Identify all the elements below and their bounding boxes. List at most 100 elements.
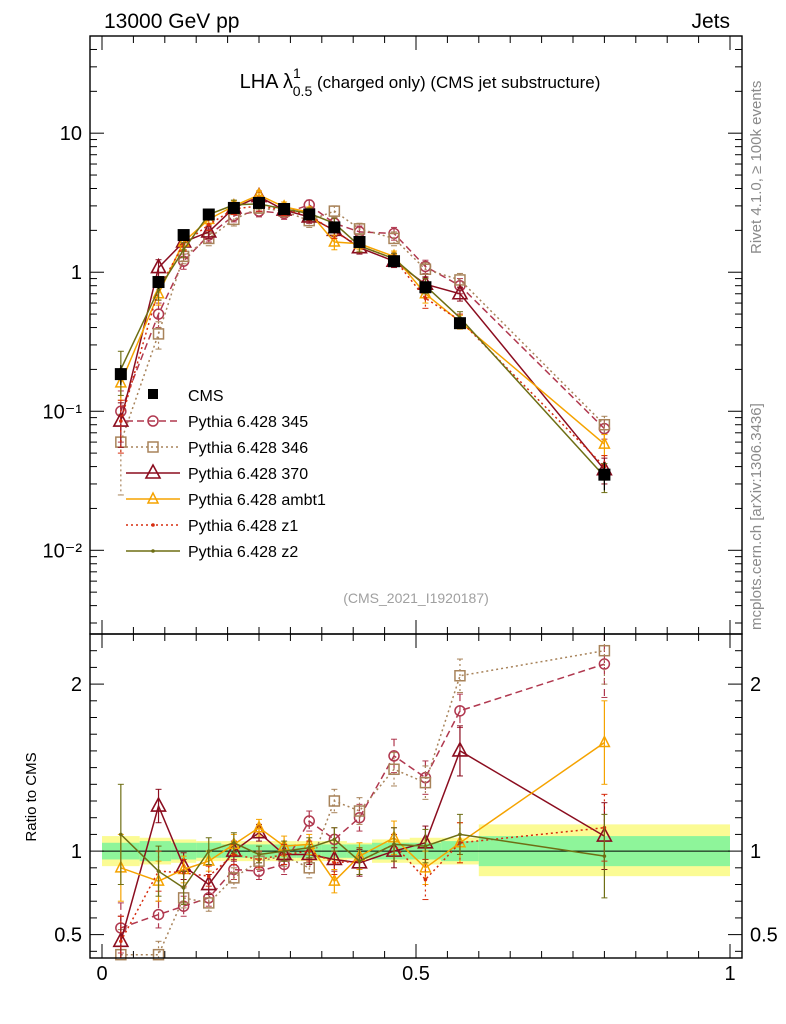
point-cms (419, 281, 432, 294)
legend-marker-p370 (144, 463, 162, 479)
point-p346 (152, 328, 165, 340)
ratio-ytick-label: 1 (71, 841, 82, 863)
point-p346 (353, 805, 366, 817)
series-p346 (115, 633, 611, 961)
legend-marker-z2 (151, 549, 155, 553)
point-cms (328, 221, 341, 234)
point-z1 (423, 877, 428, 882)
point-p370 (300, 844, 318, 861)
series-line-p346 (120, 649, 605, 956)
point-ambt1 (202, 853, 215, 866)
title-subscript: 0.5 (293, 83, 313, 99)
legend-label-345: Pythia 6.428 345 (188, 414, 308, 431)
point-z2 (232, 840, 236, 845)
point-z2 (181, 247, 186, 252)
legend-label-370: Pythia 6.428 370 (188, 466, 308, 483)
ratio-xtick-label: 1 (724, 963, 735, 985)
point-p346 (598, 418, 611, 431)
point-p345 (454, 705, 466, 717)
point-z2 (458, 832, 462, 837)
point-cms (152, 276, 165, 289)
header-right: Jets (691, 10, 730, 33)
mcplots-label: mcplots.cern.ch [arXiv:1306.3436] (748, 403, 765, 630)
ratio-xtick-label: 0 (96, 963, 107, 985)
point-p346 (152, 948, 165, 961)
point-ambt1 (419, 860, 432, 873)
main-ytick-label: 10⁻² (43, 540, 83, 562)
point-z2 (156, 287, 161, 292)
point-z2 (332, 837, 337, 842)
legend-lines (126, 415, 180, 553)
point-p346 (388, 763, 400, 776)
series-line-p345 (120, 204, 605, 430)
point-p346 (388, 232, 400, 245)
point-cms (453, 317, 466, 330)
ratio-xtick-label: 0.5 (402, 963, 430, 985)
point-cms (353, 235, 366, 248)
point-z2 (392, 842, 396, 847)
series-line-z2 (120, 833, 605, 889)
point-p345 (388, 750, 400, 762)
point-cms (114, 368, 127, 381)
point-ambt1 (598, 734, 611, 748)
point-z2 (181, 886, 186, 890)
point-z1 (206, 222, 211, 227)
title-prefix: LHA λ (240, 71, 293, 93)
legend-marker-z1 (151, 523, 155, 527)
point-p370 (150, 796, 167, 812)
ratio-ytick-label-right: 1 (750, 841, 761, 863)
ratio-ytick-label-right: 2 (750, 674, 761, 696)
main-ytick-label: 1 (71, 262, 82, 284)
axes: 10 1 10⁻¹ 10⁻² 0 0.5 1 0.5 0.5 1 1 2 2 (43, 35, 778, 985)
series-line-p346 (120, 207, 605, 443)
ratio-ytick-label-right: 0.5 (750, 925, 778, 947)
series-line-z2 (120, 203, 605, 477)
point-ambt1 (252, 820, 266, 833)
point-p370 (451, 284, 469, 300)
legend-marker-p346 (147, 441, 159, 453)
point-p370 (200, 874, 218, 891)
legend-label-346: Pythia 6.428 346 (188, 440, 308, 457)
main-series (112, 186, 613, 496)
point-cms (388, 255, 401, 268)
point-cms (202, 208, 215, 221)
legend-label-z2: Pythia 6.428 z2 (188, 544, 298, 561)
point-p370 (200, 222, 218, 238)
point-p370 (451, 741, 469, 757)
point-p346 (328, 795, 341, 807)
main-ytick-label: 10⁻¹ (43, 401, 83, 423)
legend: CMS Pythia 6.428 345 Pythia 6.428 346 Py… (126, 388, 326, 561)
point-ambt1 (598, 436, 611, 449)
point-p346 (419, 263, 432, 276)
point-z1 (206, 874, 211, 878)
ratio-ylabel: Ratio to CMS (23, 752, 40, 841)
point-ambt1 (328, 234, 341, 247)
legend-label-ambt1: Pythia 6.428 ambt1 (188, 492, 326, 509)
title-suffix: (charged only) (CMS jet substructure) (312, 73, 600, 92)
point-z1 (232, 852, 236, 857)
rivet-label: Rivet 4.1.0, ≥ 100k events (748, 81, 765, 254)
ratio-ytick-label: 0.5 (54, 925, 82, 947)
point-p346 (328, 205, 341, 217)
point-z2 (282, 849, 286, 853)
point-p345 (152, 308, 165, 320)
point-cms (278, 202, 291, 215)
point-p370 (150, 257, 167, 274)
point-z2 (257, 852, 261, 857)
point-p346 (454, 670, 466, 682)
legend-marker-ambt1 (146, 491, 160, 504)
point-cms (303, 208, 316, 221)
point-z1 (119, 939, 123, 944)
point-p346 (353, 223, 366, 235)
series-line-ambt1 (120, 741, 605, 883)
ratio-ytick-label: 2 (71, 674, 82, 696)
ratio-series (112, 633, 613, 961)
point-z1 (423, 296, 428, 301)
legend-label-z1: Pythia 6.428 z1 (188, 518, 298, 535)
point-cms (253, 196, 265, 209)
point-ambt1 (328, 873, 341, 886)
title-superscript: 1 (293, 65, 301, 81)
point-cms (227, 201, 240, 214)
legend-label-cms: CMS (188, 388, 224, 405)
